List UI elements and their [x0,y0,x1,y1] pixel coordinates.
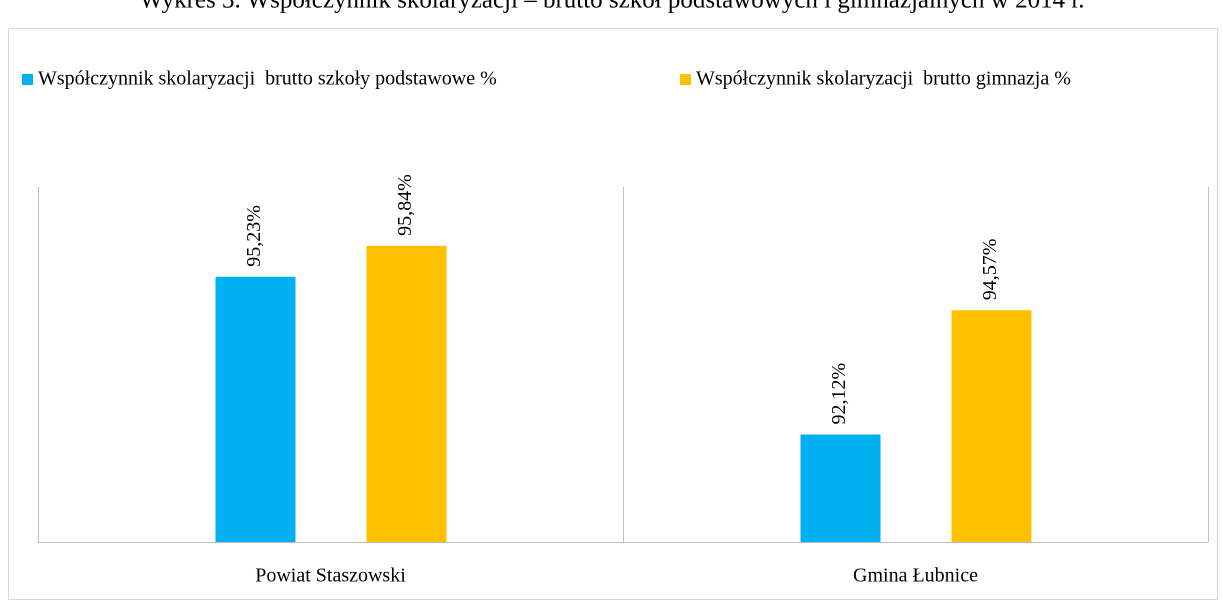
legend-label: Współczynnik skolaryzacji brutto gimnazj… [696,68,1071,90]
legend-label: Współczynnik skolaryzacji brutto szkoły … [38,68,497,90]
data-label: 92,12% [828,363,850,425]
x-tick-label: Gmina Łubnice [853,565,978,587]
chart-frame [8,28,1218,600]
x-tick-label: Powiat Staszowski [255,565,406,587]
legend-swatch [680,74,691,85]
legend-swatch [22,74,33,85]
data-label: 94,57% [979,239,1001,301]
bar [951,310,1032,542]
bar [366,245,447,543]
data-label: 95,23% [243,205,265,267]
data-label: 95,84% [394,174,416,236]
bar [215,276,296,542]
chart-title: Wykres 3. Współczynnik skolaryzacji – br… [139,0,1084,14]
bar [800,434,881,542]
